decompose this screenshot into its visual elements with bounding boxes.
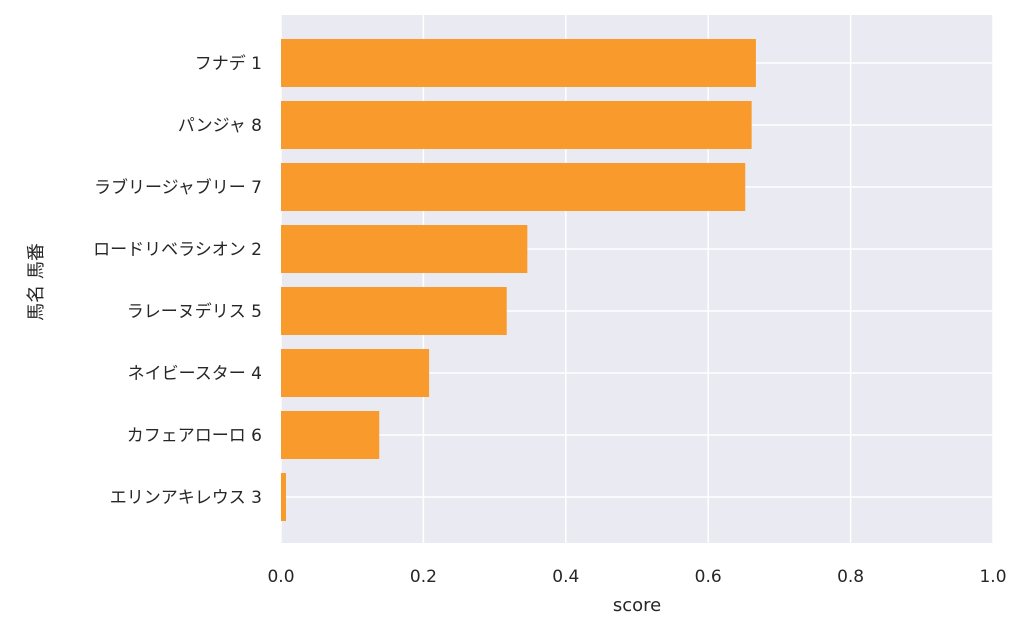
bar: [281, 101, 752, 149]
bars: [281, 39, 756, 521]
bar: [281, 349, 430, 397]
y-tick-label: カフェアローロ 6: [127, 426, 262, 446]
y-tick-label: ネイビースター 4: [128, 364, 262, 384]
x-tick-label: 0.6: [695, 567, 722, 587]
bar: [281, 287, 507, 335]
y-tick-label: ラブリージャブリー 7: [94, 177, 262, 198]
y-tick-label: ラレーヌデリス 5: [127, 301, 262, 322]
y-axis-label: 馬名 馬番: [26, 243, 47, 321]
y-tick-labels: フナデ 1 パンジャ 8 ラブリージャブリー 7 ロードリベラシオン 2 ラレーヌデリス…: [93, 53, 262, 508]
bar: [281, 473, 286, 521]
x-tick-label: 1.0: [979, 567, 1006, 587]
x-tick-label: 0.4: [552, 567, 579, 587]
plot-background: [281, 15, 993, 543]
x-tick-label: 0.8: [837, 567, 864, 587]
y-tick-label: パンジャ 8: [178, 116, 262, 136]
bar: [281, 411, 380, 459]
bar: [281, 163, 746, 211]
y-tick-label: エリンアキレウス 3: [110, 488, 262, 508]
bar: [281, 39, 756, 87]
bar: [281, 225, 528, 273]
x-tick-label: 0.0: [267, 567, 294, 587]
y-tick-label: フナデ 1: [195, 53, 262, 74]
x-axis-label: score: [613, 595, 661, 616]
x-tick-labels: 0.0 0.2 0.4 0.6 0.8 1.0: [267, 567, 1006, 587]
x-tick-label: 0.2: [410, 567, 437, 587]
y-tick-label: ロードリベラシオン 2: [93, 240, 262, 260]
